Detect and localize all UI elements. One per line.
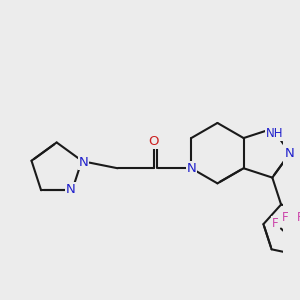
- Text: F: F: [297, 211, 300, 224]
- Text: NH: NH: [266, 127, 283, 140]
- Text: F: F: [282, 211, 289, 224]
- Text: N: N: [79, 156, 88, 169]
- Text: F: F: [272, 217, 279, 230]
- Text: N: N: [186, 162, 196, 175]
- Text: N: N: [285, 147, 295, 160]
- Text: N: N: [65, 183, 75, 196]
- Text: O: O: [148, 135, 159, 148]
